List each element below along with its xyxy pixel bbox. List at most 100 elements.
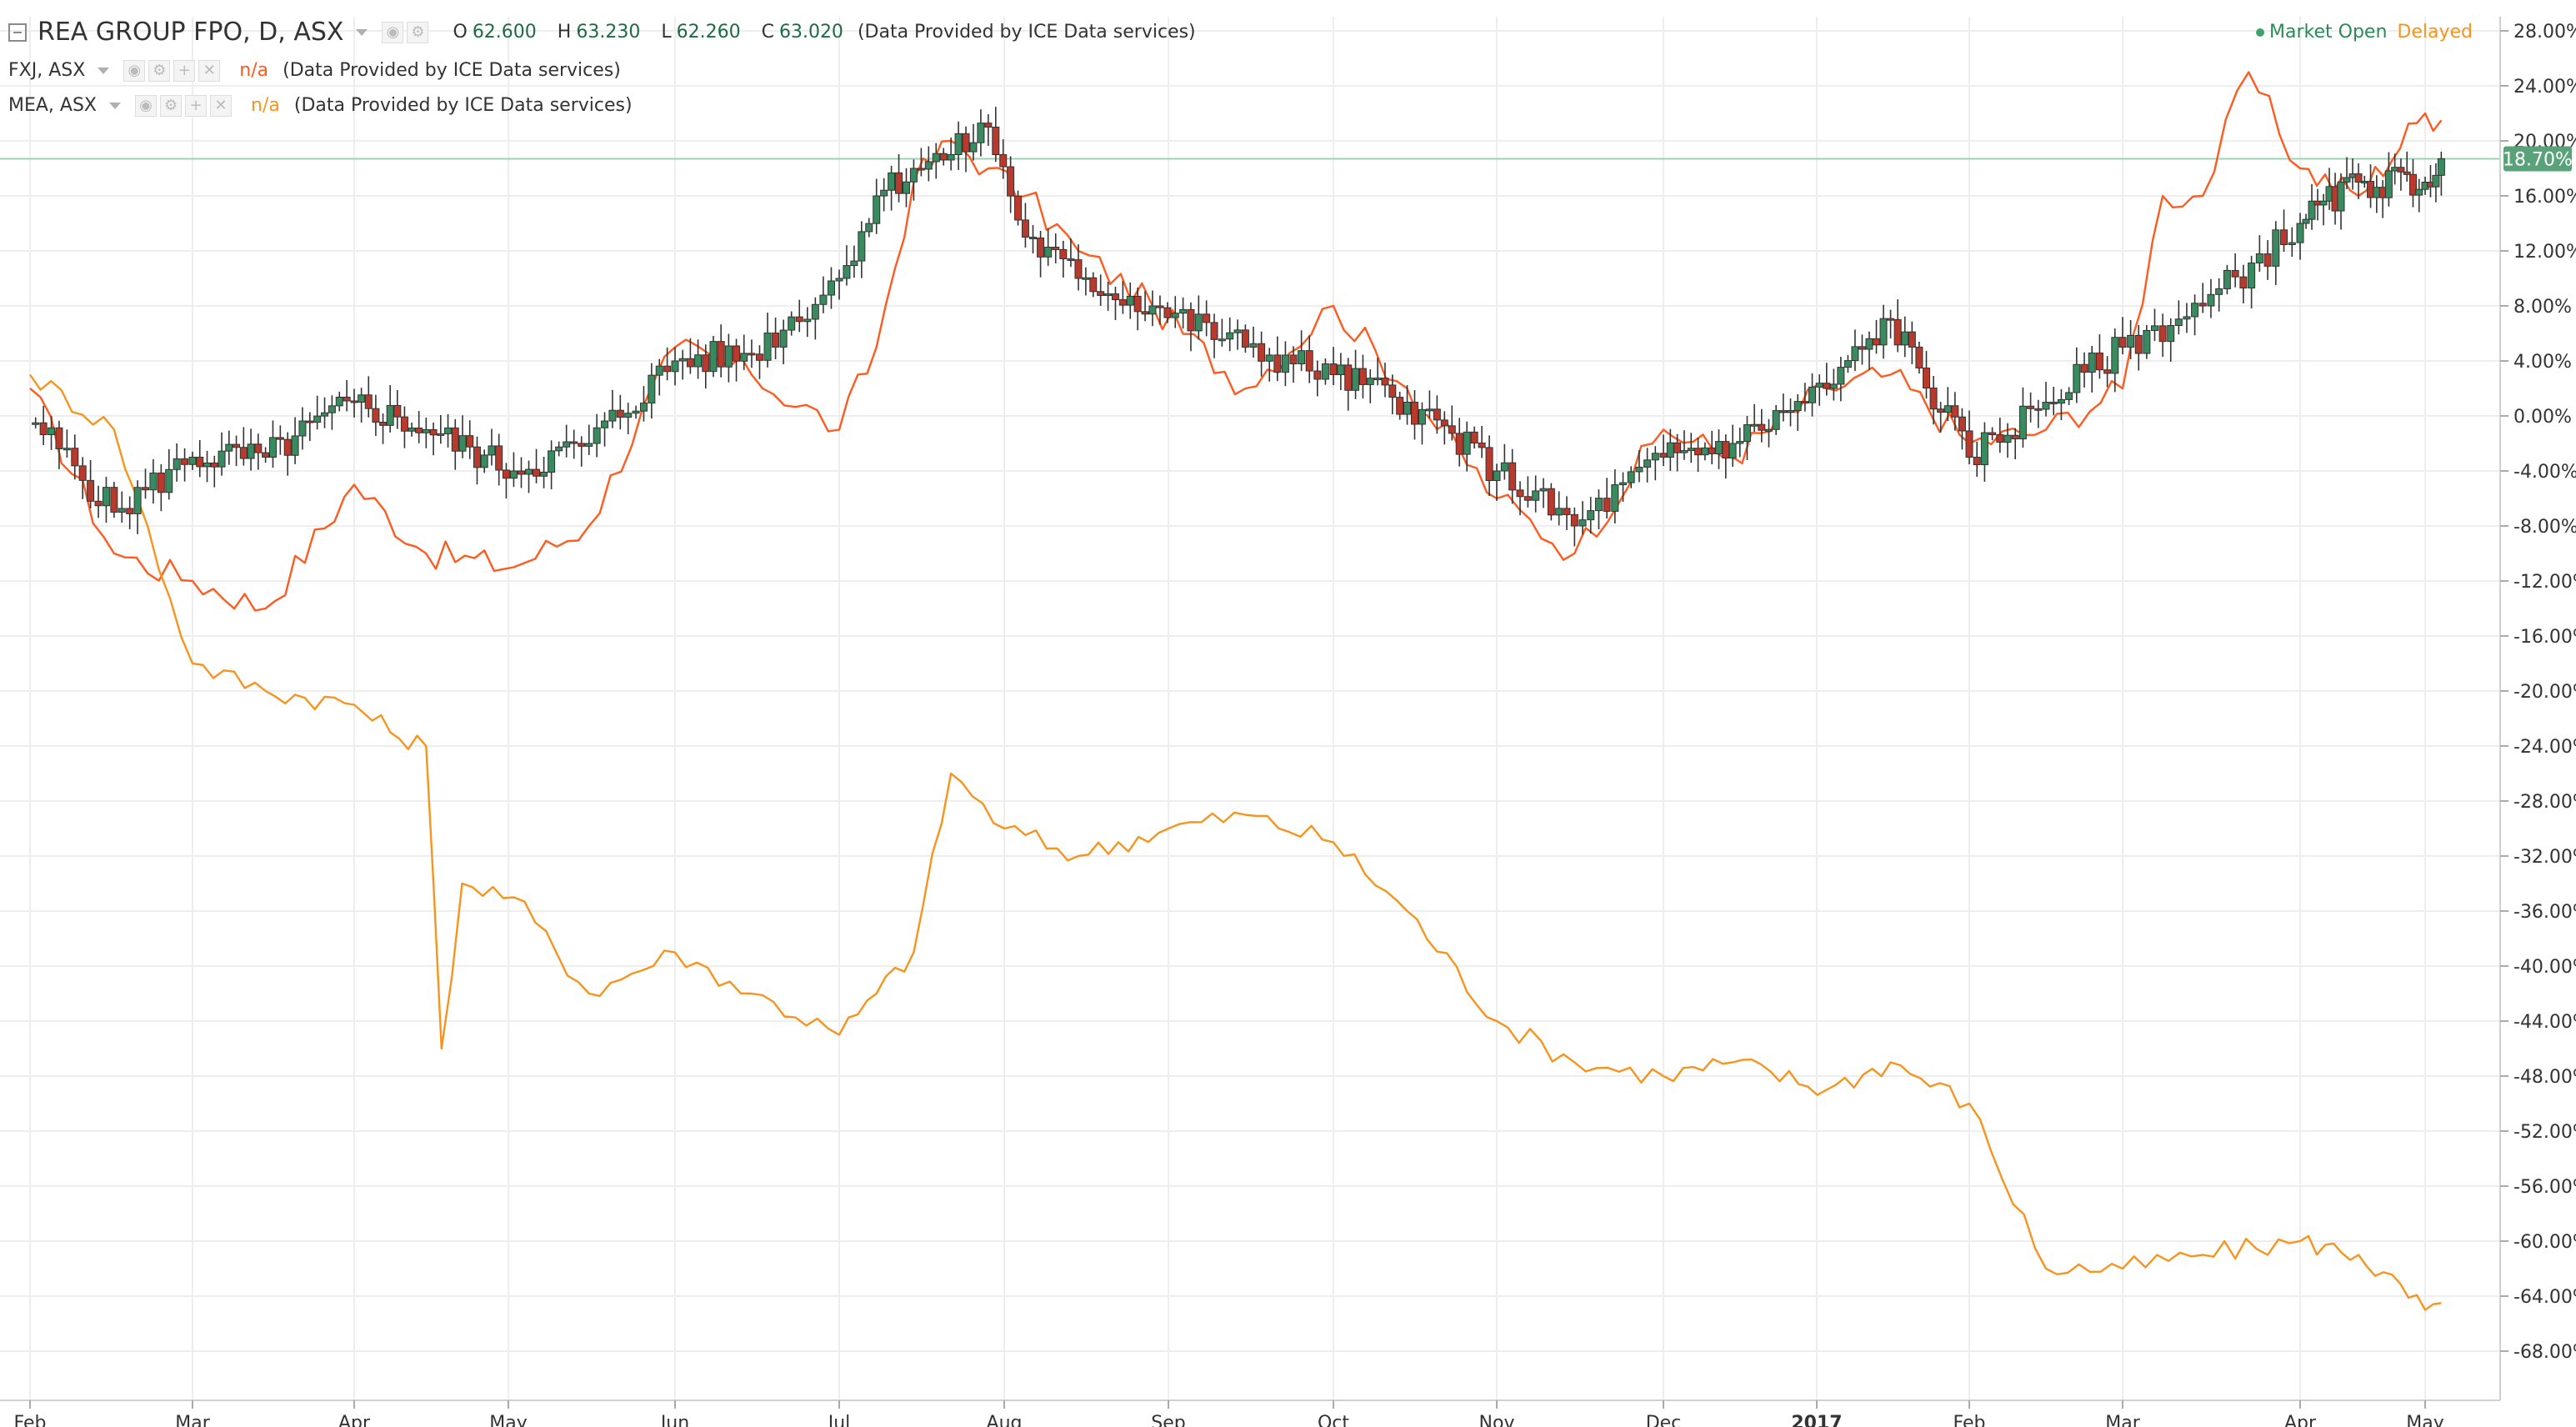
candle-body xyxy=(2437,158,2445,176)
candle-body xyxy=(2111,337,2119,374)
ohlc-high-key: H xyxy=(557,22,572,43)
candle-body xyxy=(1659,453,1668,458)
candle-body xyxy=(1523,496,1532,501)
candle-body xyxy=(502,469,510,479)
main-symbol[interactable]: REA GROUP FPO, D, ASX xyxy=(38,18,344,47)
candle-body xyxy=(1951,405,1959,418)
candle-body xyxy=(655,365,663,376)
candle-body xyxy=(2288,242,2296,245)
candle-body xyxy=(2343,177,2351,183)
candle-body xyxy=(1037,238,1045,258)
candle-body xyxy=(321,412,329,417)
candle-body xyxy=(843,265,851,279)
candle-body xyxy=(87,479,95,502)
compare-value-fxj: n/a xyxy=(239,60,269,81)
y-tick-label: 16.00% xyxy=(2513,187,2576,208)
chevron-down-icon[interactable] xyxy=(98,68,110,74)
y-tick-label: 8.00% xyxy=(2513,297,2572,318)
candle-body xyxy=(525,468,533,475)
candle-body xyxy=(1728,443,1737,459)
candle-body xyxy=(188,457,197,465)
candle-body xyxy=(717,341,725,368)
current-price-badge xyxy=(2503,146,2572,172)
chevron-down-icon[interactable] xyxy=(109,103,122,109)
collapse-icon[interactable] xyxy=(8,23,27,42)
candle-body xyxy=(1203,313,1211,323)
eye-icon[interactable]: ◉ xyxy=(135,95,158,117)
candle-body xyxy=(63,448,71,451)
market-status: Market Open Delayed xyxy=(2256,22,2473,43)
candle-body xyxy=(1148,305,1157,315)
eye-icon[interactable]: ◉ xyxy=(382,22,404,43)
candle-body xyxy=(811,303,819,320)
candle-body xyxy=(1666,442,1674,458)
ohlc-low-value: 62.260 xyxy=(676,22,741,43)
candle-body xyxy=(2263,253,2272,267)
x-tick-label: Jun xyxy=(659,1413,689,1427)
candle-body xyxy=(1187,308,1195,332)
candle-body xyxy=(1403,402,1412,415)
candle-body xyxy=(1028,237,1037,239)
gear-icon[interactable]: ⚙ xyxy=(407,22,429,43)
candle-body xyxy=(616,409,624,418)
candle-body xyxy=(2174,318,2183,327)
ohlc-high-value: 63.230 xyxy=(576,22,641,43)
candle-body xyxy=(2080,363,2088,373)
gear-icon[interactable]: ⚙ xyxy=(160,95,183,117)
candle-body xyxy=(1410,402,1418,425)
candle-body xyxy=(2027,405,2035,409)
close-icon[interactable]: ✕ xyxy=(198,60,221,82)
candle-body xyxy=(2403,171,2411,175)
candle-body xyxy=(1779,410,1788,413)
candle-body xyxy=(1714,441,1723,454)
candle-body xyxy=(1887,318,1895,321)
candle-body xyxy=(917,168,925,171)
candle-body xyxy=(533,468,541,477)
plus-icon[interactable]: + xyxy=(173,60,196,82)
x-tick-label: Feb xyxy=(14,1413,47,1427)
candle-body xyxy=(999,154,1008,168)
y-tick-label: -8.00% xyxy=(2513,517,2576,538)
candle-body xyxy=(118,508,126,513)
candle-body xyxy=(247,443,255,459)
candle-body xyxy=(1373,378,1382,381)
candle-body xyxy=(291,435,299,456)
candle-body xyxy=(2088,352,2096,373)
y-tick-label: 0.00% xyxy=(2513,407,2572,428)
candle-body xyxy=(1366,378,1374,385)
candle-body xyxy=(779,329,788,348)
plus-icon[interactable]: + xyxy=(185,95,208,117)
compare-symbol-fxj[interactable]: FXJ, ASX xyxy=(8,60,86,81)
candle-body xyxy=(422,429,430,433)
candle-body xyxy=(601,420,609,428)
candle-body xyxy=(2432,174,2440,188)
compare-value-mea: n/a xyxy=(251,95,280,116)
candle-body xyxy=(110,487,118,513)
candle-body xyxy=(686,358,694,368)
candle-body xyxy=(1619,482,1628,486)
candle-body xyxy=(1958,416,1966,432)
candle-body xyxy=(1141,311,1149,315)
close-icon[interactable]: ✕ xyxy=(210,95,233,117)
candle-body xyxy=(1965,430,1973,458)
delayed-label: Delayed xyxy=(2397,22,2473,43)
candle-body xyxy=(1258,343,1266,362)
candle-body xyxy=(466,435,474,448)
candle-body xyxy=(1701,447,1709,456)
candle-body xyxy=(1627,471,1635,483)
y-tick-label: 24.00% xyxy=(2513,77,2576,98)
x-tick-label: Oct xyxy=(1318,1413,1349,1427)
candle-body xyxy=(540,472,548,477)
y-tick-label: -32.00% xyxy=(2513,847,2576,868)
candle-body xyxy=(932,153,940,163)
candle-body xyxy=(1381,378,1389,386)
compare-symbol-mea[interactable]: MEA, ASX xyxy=(8,95,98,116)
candle-body xyxy=(32,422,40,425)
eye-icon[interactable]: ◉ xyxy=(123,60,146,82)
candle-body xyxy=(755,353,763,361)
chevron-down-icon[interactable] xyxy=(356,29,368,36)
gear-icon[interactable]: ⚙ xyxy=(148,60,171,82)
candle-body xyxy=(78,465,87,481)
candle-body xyxy=(1823,383,1831,389)
